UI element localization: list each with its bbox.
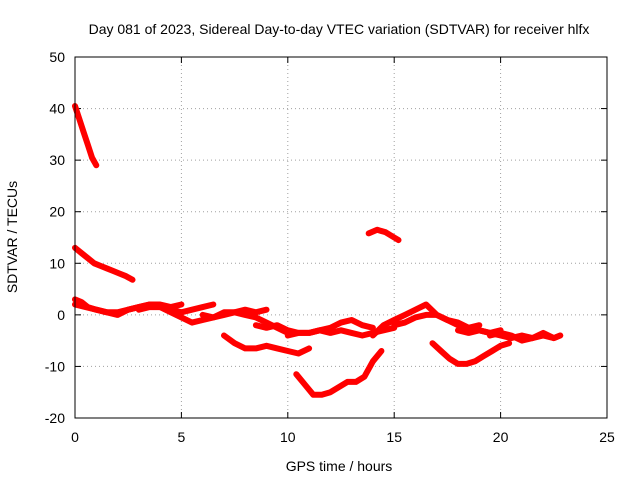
y-tick-label: 30 xyxy=(49,152,65,168)
grid-layer xyxy=(75,57,607,418)
series-layer xyxy=(72,103,564,398)
y-axis-label: SDTVAR / TECUs xyxy=(4,181,20,293)
series-arc-6 xyxy=(199,309,291,336)
y-tick-label: 0 xyxy=(57,307,65,323)
x-tick-label: 25 xyxy=(599,429,615,445)
series-arc-1 xyxy=(72,103,100,169)
x-tick-label: 20 xyxy=(493,429,509,445)
series-arc-16 xyxy=(487,329,564,344)
series-arc-2 xyxy=(72,244,136,283)
x-tick-label: 0 xyxy=(71,429,79,445)
y-tick-label: 50 xyxy=(49,49,65,65)
y-tick-label: 40 xyxy=(49,101,65,117)
plot-frame xyxy=(74,56,608,419)
chart-title: Day 081 of 2023, Sidereal Day-to-day VTE… xyxy=(89,21,590,37)
x-tick-label: 5 xyxy=(178,429,186,445)
series-arc-14 xyxy=(429,340,513,367)
series-arc-4 xyxy=(72,301,185,316)
y-tick-label: 20 xyxy=(49,204,65,220)
series-arc-5 xyxy=(135,304,270,326)
y-tick-label: 10 xyxy=(49,255,65,271)
x-tick-label: 10 xyxy=(280,429,296,445)
series-arc-7 xyxy=(221,332,313,357)
x-axis-label: GPS time / hours xyxy=(286,458,393,474)
y-tick-label: -20 xyxy=(45,410,65,426)
series-arc-11 xyxy=(365,226,402,244)
y-tick-label: -10 xyxy=(45,358,65,374)
x-tick-label: 15 xyxy=(386,429,402,445)
tick-layer: 0 5 10 15 20 25 -20 -10 0 10 20 30 40 50 xyxy=(45,49,615,445)
series-arc-10 xyxy=(293,348,385,398)
